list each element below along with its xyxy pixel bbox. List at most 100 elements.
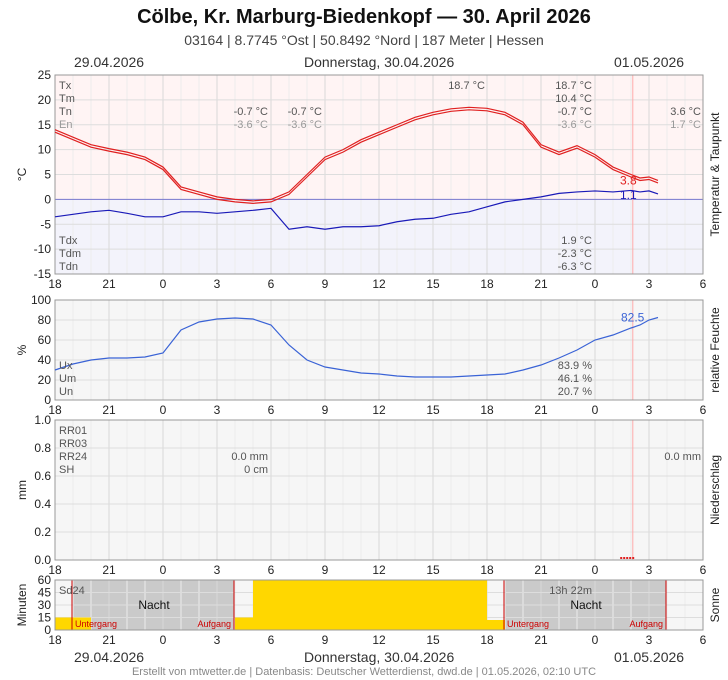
y-tick-label: 40 [38,353,52,367]
date-left-top: 29.04.2026 [74,54,145,70]
stat-label-rr24: RR24 [59,451,87,463]
stat-label-sh: SH [59,464,74,476]
x-tick-label: 6 [700,277,707,291]
sunset-label-1: Untergang [75,619,117,629]
sun-bar [469,580,487,630]
sun-bar [325,580,343,630]
y-axis-label: Minuten [15,584,29,627]
x-tick-label: 0 [160,563,167,577]
humidity-line [54,316,659,378]
y-tick-label: 60 [38,573,52,587]
stat-label-ux: Ux [59,360,73,372]
sun-bar [379,580,397,630]
stat-label-rr01: RR01 [59,425,87,437]
x-tick-label: 0 [592,633,599,647]
date-right-bottom: 01.05.2026 [614,649,685,665]
sun-bar [235,617,253,630]
stat-value-col4-tm: 10.4 °C [555,93,592,105]
x-tick-label: 9 [322,633,329,647]
y-tick-label: 5 [44,168,51,182]
y-tick-label: -10 [34,242,52,256]
x-tick-label: 6 [700,633,707,647]
y-tick-label: 0.0 [34,553,51,567]
stat-value-ux: 83.9 % [558,360,592,372]
sun-bar [451,580,469,630]
x-tick-label: 0 [592,403,599,417]
stat-value-col5-en: 1.7 °C [670,119,701,131]
y-tick-label: 20 [38,373,52,387]
station-info: 03164 | 8.7745 °Ost | 50.8492 °Nord | 18… [184,32,544,48]
x-tick-label: 0 [160,403,167,417]
sun-bar [343,580,361,630]
stat-label-rr03: RR03 [59,438,87,450]
x-tick-label: 15 [426,633,440,647]
right-axis-label: Niederschlag [708,455,722,525]
x-tick-label: 12 [372,563,386,577]
right-axis-label: Sonne [708,587,722,622]
x-tick-label: 18 [48,277,62,291]
x-tick-label: 6 [268,403,275,417]
stat-label-tm: Tm [59,93,75,105]
y-tick-label: 0 [44,393,51,407]
stat-value-un: 20.7 % [558,386,592,398]
footer-credits: Erstellt von mtwetter.de | Datenbasis: D… [131,666,597,678]
x-tick-label: 21 [534,563,548,577]
plot-frame [54,579,704,631]
y-tick-label: 60 [38,333,52,347]
y-tick-label: 1.0 [34,413,51,427]
y-tick-label: 20 [38,93,52,107]
x-tick-label: 3 [646,563,653,577]
x-tick-label: 9 [322,403,329,417]
x-tick-label: 9 [322,563,329,577]
stat-value-col5-tn: 3.6 °C [670,106,701,118]
x-tick-label: 3 [646,277,653,291]
sun-bar [361,580,379,630]
y-tick-label: 100 [31,293,51,307]
y-axis-label: mm [15,480,29,500]
x-tick-label: 6 [268,563,275,577]
x-tick-label: 21 [534,277,548,291]
date-center-top: Donnerstag, 30.04.2026 [304,54,455,70]
sun-bar [253,580,271,630]
stat-label-en: En [59,119,72,131]
plot-frame [54,419,704,561]
stat-value-col4-tx: 18.7 °C [555,80,592,92]
x-tick-label: 21 [102,563,116,577]
x-tick-label: 3 [214,403,221,417]
x-tick-label: 18 [48,563,62,577]
temperature-line-2 [54,109,659,204]
night-label-1: Nacht [138,598,170,612]
y-tick-label: 45 [38,586,52,600]
x-tick-label: 18 [480,403,494,417]
stat-value-col2-en: -3.6 °C [288,119,322,131]
sd24-value: 13h 22m [549,585,592,597]
x-tick-label: 18 [480,633,494,647]
x-tick-label: 15 [426,403,440,417]
sunrise-label-1: Aufgang [197,619,231,629]
sun-bar [289,580,307,630]
stat-label-un: Un [59,386,73,398]
y-tick-label: 80 [38,313,52,327]
x-tick-label: 21 [102,403,116,417]
y-axis-label: °C [15,167,29,181]
plot-frame [54,299,704,401]
sun-bar [433,580,451,630]
x-tick-label: 9 [322,277,329,291]
stat-value-tdm: -2.3 °C [558,248,592,260]
x-tick-label: 3 [646,403,653,417]
x-tick-label: 3 [214,563,221,577]
x-tick-label: 18 [480,277,494,291]
y-axis-label: % [15,344,29,355]
x-tick-label: 21 [534,403,548,417]
sun-bar [307,580,325,630]
x-tick-label: 6 [700,403,707,417]
y-tick-label: 15 [38,611,52,625]
y-tick-label: 15 [38,118,52,132]
x-tick-label: 12 [372,633,386,647]
stat-value-tdn: -6.3 °C [558,261,592,273]
stat-label-tn: Tn [59,106,72,118]
rr24-right-value: 0.0 mm [664,451,701,463]
sun-bar [415,580,433,630]
y-tick-label: 0 [44,192,51,206]
